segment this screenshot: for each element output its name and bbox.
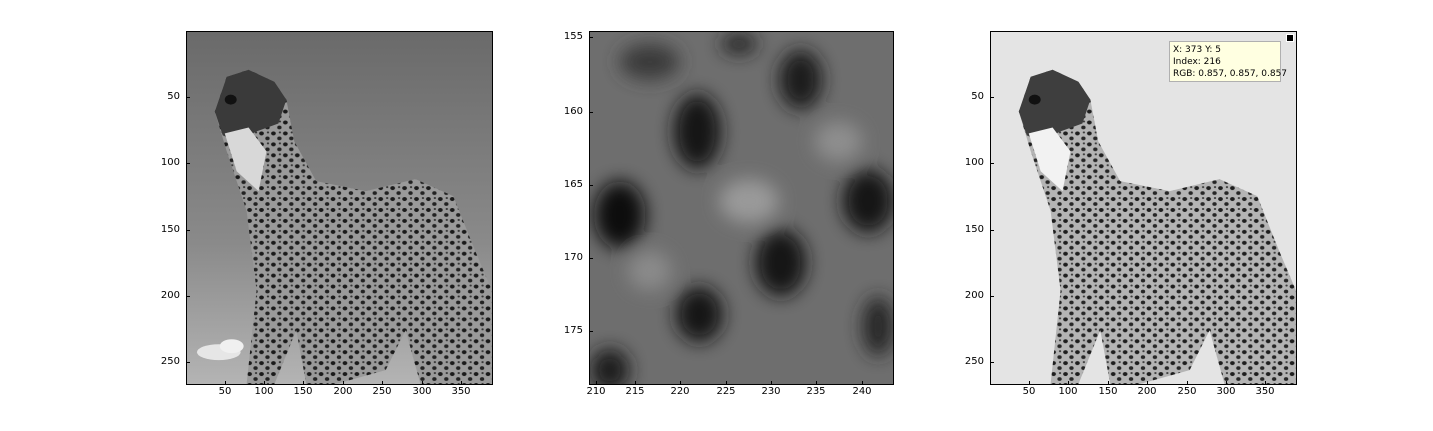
y-tick-label: 100 [160, 157, 180, 168]
y-tick-label: 170 [563, 252, 583, 263]
y-tick-label: 100 [964, 157, 984, 168]
data-tip[interactable]: X: 373 Y: 5 Index: 216 RGB: 0.857, 0.857… [1169, 41, 1288, 82]
cheetah-image [187, 32, 492, 384]
data-tip-rgb: RGB: 0.857, 0.857, 0.857 [1173, 69, 1288, 79]
data-tip-coordinates: X: 373 Y: 5 [1173, 45, 1222, 55]
x-tick-label: 300 [1216, 386, 1236, 397]
x-tick-label: 210 [586, 386, 606, 397]
y-tick-label: 250 [964, 356, 984, 367]
x-tick-label: 100 [254, 386, 274, 397]
y-tick-label: 200 [160, 290, 180, 301]
x-tick-label: 350 [451, 386, 471, 397]
x-tick-label: 50 [218, 386, 232, 397]
x-tick-label: 225 [716, 386, 736, 397]
image-axes-original[interactable] [186, 31, 493, 385]
y-tick-label: 150 [964, 224, 984, 235]
y-tick-label: 165 [563, 179, 583, 190]
y-tick-label: 250 [160, 356, 180, 367]
data-tip-marker[interactable] [1286, 34, 1294, 42]
x-tick-label: 100 [1058, 386, 1078, 397]
image-axes-adjusted[interactable] [990, 31, 1297, 385]
x-tick-label: 220 [670, 386, 690, 397]
x-tick-label: 235 [806, 386, 826, 397]
cheetah-zoom-image [590, 32, 893, 384]
x-tick-label: 240 [852, 386, 872, 397]
y-tick-label: 150 [160, 224, 180, 235]
x-tick-label: 350 [1255, 386, 1275, 397]
image-axes-zoom[interactable] [589, 31, 894, 385]
data-tip-index: Index: 216 [1173, 57, 1221, 67]
x-tick-label: 150 [1098, 386, 1118, 397]
x-tick-label: 200 [1137, 386, 1157, 397]
y-tick-label: 200 [964, 290, 984, 301]
y-tick-label: 50 [971, 91, 984, 102]
x-tick-label: 300 [412, 386, 432, 397]
x-tick-label: 250 [1177, 386, 1197, 397]
y-tick-label: 50 [167, 91, 180, 102]
cheetah-bright-image [991, 32, 1296, 384]
x-tick-label: 200 [333, 386, 353, 397]
x-tick-label: 230 [761, 386, 781, 397]
y-tick-label: 155 [563, 31, 583, 42]
x-tick-label: 250 [372, 386, 392, 397]
x-tick-label: 215 [625, 386, 645, 397]
y-tick-label: 160 [563, 106, 583, 117]
x-tick-label: 50 [1022, 386, 1036, 397]
x-tick-label: 150 [293, 386, 313, 397]
y-tick-label: 175 [563, 325, 583, 336]
